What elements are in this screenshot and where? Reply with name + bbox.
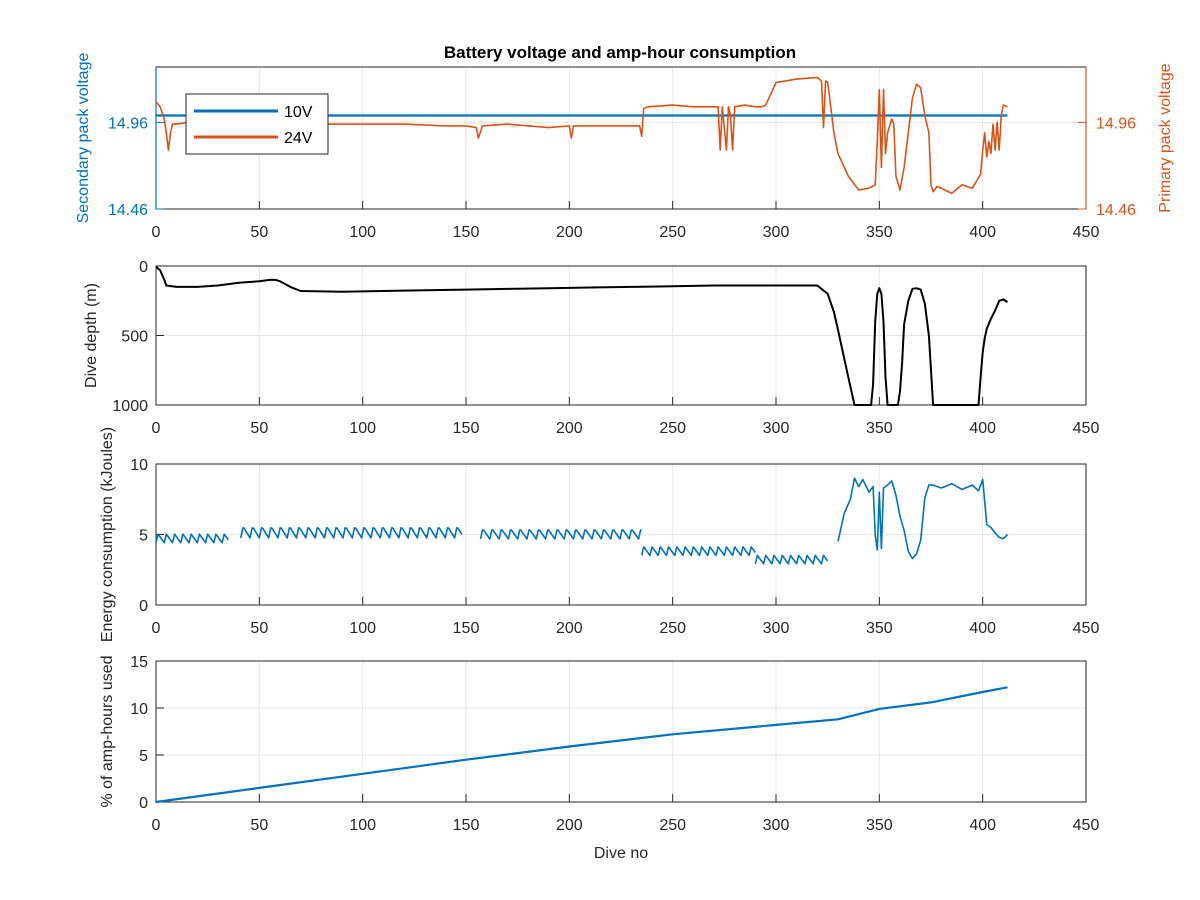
x-tick-label: 300 [763, 817, 790, 834]
x-tick-label: 200 [556, 817, 583, 834]
y-tick-label: 10 [130, 701, 148, 718]
x-tick-label: 150 [453, 817, 480, 834]
x-tick-label: 50 [250, 420, 268, 437]
series-line-depth [155, 265, 1009, 406]
x-tick-label: 0 [152, 817, 161, 834]
x-tick-label: 450 [1073, 224, 1100, 241]
y-tick-label: 0 [139, 598, 148, 615]
y-tick-label-left: 14.46 [108, 202, 148, 219]
series-line-24V [155, 76, 1008, 195]
figure-title: Battery voltage and amp-hour consumption [444, 43, 796, 62]
y-axis-label-right: Primary pack voltage [1157, 63, 1174, 212]
x-tick-label: 0 [152, 224, 161, 241]
y-tick-label-right: 14.46 [1096, 202, 1136, 219]
axes-box-4 [155, 660, 1087, 803]
x-tick-label: 100 [349, 817, 376, 834]
y-axis-label-left: Secondary pack voltage [75, 53, 92, 224]
y-tick-label: 0 [139, 259, 148, 276]
y-tick-label: 10 [130, 457, 148, 474]
x-axis-label: Dive no [594, 845, 648, 862]
x-tick-label: 350 [866, 620, 893, 637]
x-tick-label: 450 [1073, 420, 1100, 437]
series-line-amphours [155, 686, 1008, 804]
x-tick-label: 400 [969, 620, 996, 637]
series-line-energy-2 [239, 527, 463, 539]
x-tick-label: 0 [152, 620, 161, 637]
series-line-energy-4 [640, 546, 756, 557]
series-line-energy-3 [479, 529, 642, 540]
x-tick-label: 400 [969, 817, 996, 834]
x-tick-label: 250 [659, 224, 686, 241]
x-tick-label: 450 [1073, 620, 1100, 637]
y-tick-label: 5 [139, 748, 148, 765]
x-tick-label: 50 [250, 224, 268, 241]
series-line-energy-5 [754, 554, 829, 565]
x-tick-label: 300 [763, 620, 790, 637]
x-tick-label: 50 [250, 620, 268, 637]
y-tick-label-right: 14.96 [1096, 115, 1136, 132]
y-axis-label: Energy consumption (kJoules) [99, 427, 116, 642]
y-tick-label: 0 [139, 795, 148, 812]
y-tick-label: 500 [121, 329, 148, 346]
x-tick-label: 50 [250, 817, 268, 834]
x-tick-label: 350 [866, 420, 893, 437]
legend-label-10V: 10V [284, 104, 313, 121]
x-tick-label: 450 [1073, 817, 1100, 834]
x-tick-label: 150 [453, 420, 480, 437]
x-tick-label: 200 [556, 224, 583, 241]
x-tick-label: 200 [556, 620, 583, 637]
x-tick-label: 300 [763, 420, 790, 437]
x-tick-label: 300 [763, 224, 790, 241]
x-tick-label: 100 [349, 420, 376, 437]
y-tick-label: 15 [130, 654, 148, 671]
series-line-energy-tail [837, 477, 1009, 560]
x-tick-label: 250 [659, 620, 686, 637]
x-tick-label: 150 [453, 224, 480, 241]
x-tick-label: 0 [152, 420, 161, 437]
y-axis-label: Dive depth (m) [83, 283, 100, 388]
x-tick-label: 400 [969, 224, 996, 241]
x-tick-label: 350 [866, 224, 893, 241]
legend-box [185, 93, 329, 155]
x-tick-label: 250 [659, 420, 686, 437]
y-axis-label: % of amp-hours used [99, 655, 116, 807]
y-tick-label: 1000 [112, 398, 148, 415]
legend-label-24V: 24V [284, 130, 313, 147]
series-line-energy-1 [155, 533, 229, 544]
x-tick-label: 250 [659, 817, 686, 834]
x-tick-label: 350 [866, 817, 893, 834]
x-tick-label: 200 [556, 420, 583, 437]
y-tick-label-left: 14.96 [108, 115, 148, 132]
x-tick-label: 100 [349, 620, 376, 637]
x-tick-label: 150 [453, 620, 480, 637]
x-tick-label: 400 [969, 420, 996, 437]
x-tick-label: 100 [349, 224, 376, 241]
y-tick-label: 5 [139, 528, 148, 545]
